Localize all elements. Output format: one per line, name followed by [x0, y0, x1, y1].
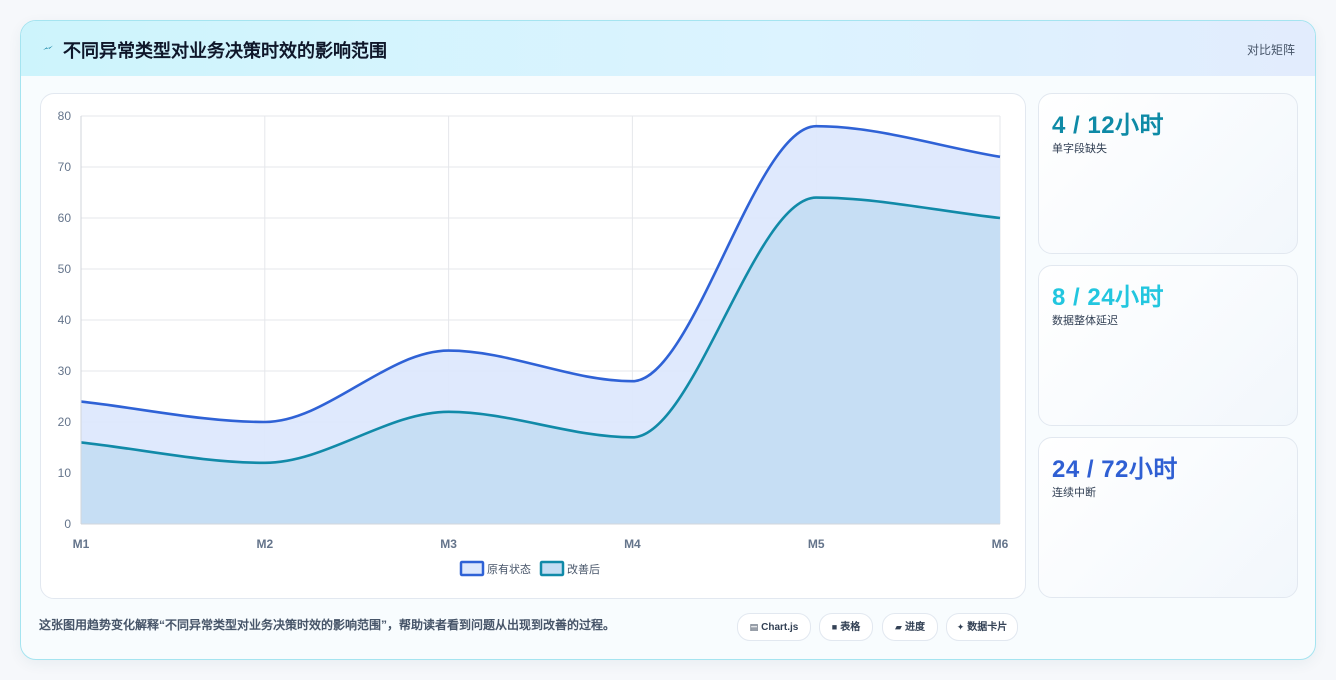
lightning-icon	[43, 45, 53, 50]
stat-card-continuous-outage: 24 / 72小时 连续中断	[1038, 437, 1298, 598]
x-tick-label: M5	[808, 537, 825, 551]
y-tick-label: 10	[58, 466, 72, 480]
stat-value: 8 / 24小时	[1052, 284, 1165, 311]
y-tick-label: 20	[58, 415, 72, 429]
stat-label: 连续中断	[1052, 487, 1096, 499]
legend-label-0: 原有状态	[487, 562, 531, 576]
chip-label: 表格	[840, 622, 861, 633]
y-tick-label: 0	[64, 517, 71, 531]
x-tick-label: M6	[992, 537, 1009, 551]
stat-value: 4 / 12小时	[1052, 112, 1165, 139]
series-line-1	[80, 196, 1001, 465]
series-area-1	[81, 197, 1000, 524]
x-tick-label: M1	[73, 537, 90, 551]
table-icon: ■	[831, 622, 838, 632]
series-line-0	[80, 124, 1001, 424]
header-tag: 对比矩阵	[1246, 43, 1295, 57]
chip-table[interactable]: ■ 表格	[819, 613, 873, 641]
x-tick-label: M3	[440, 537, 457, 551]
y-tick-label: 50	[58, 262, 72, 276]
y-tick-label: 80	[58, 109, 72, 123]
y-tick-label: 40	[58, 313, 72, 327]
stat-label: 数据整体延迟	[1052, 315, 1118, 327]
y-tick-label: 70	[58, 160, 72, 174]
dashboard-card: 不同异常类型对业务决策时效的影响范围 对比矩阵 0 10 20 30 40 50 60 70 8…	[20, 20, 1316, 660]
progress-icon: ▰	[895, 622, 902, 632]
x-tick-label: M4	[624, 537, 641, 551]
chip-chartjs[interactable]: ▤ Chart.js	[737, 613, 811, 641]
area-chart: 0 10 20 30 40 50 60 70 80 M1 M2 M3 M4 M5 M6 原有状态 改善后	[58, 109, 1009, 577]
chart-description: 这张图用趋势变化解释“不同异常类型对业务决策时效的影响范围”，帮助读者看到问题从…	[39, 618, 616, 632]
chip-label: 数据卡片	[967, 622, 1008, 633]
stat-card-overall-delay: 8 / 24小时 数据整体延迟	[1038, 265, 1298, 426]
card-header: 不同异常类型对业务决策时效的影响范围 对比矩阵	[21, 21, 1315, 76]
chart-panel: 0 10 20 30 40 50 60 70 80 M1 M2 M3 M4 M5 M6 原有状态 改善后	[40, 93, 1026, 599]
stat-label: 单字段缺失	[1052, 143, 1107, 155]
stat-value: 24 / 72小时	[1052, 456, 1178, 483]
y-tick-label: 60	[58, 211, 72, 225]
chart-icon: ▤	[749, 622, 759, 632]
page-title: 不同异常类型对业务决策时效的影响范围	[63, 41, 387, 61]
legend-swatch-0	[459, 560, 485, 577]
chip-progress[interactable]: ▰ 进度	[882, 613, 938, 641]
x-tick-label: M2	[256, 537, 273, 551]
chip-data-card[interactable]: ✦ 数据卡片	[946, 613, 1018, 641]
legend-swatch-1	[539, 560, 565, 577]
chip-label: 进度	[904, 622, 925, 633]
y-tick-label: 30	[58, 364, 72, 378]
legend-label-1: 改善后	[567, 562, 600, 576]
chip-label: Chart.js	[761, 622, 799, 633]
stat-card-single-field: 4 / 12小时 单字段缺失	[1038, 93, 1298, 254]
sparkle-icon: ✦	[956, 622, 965, 632]
